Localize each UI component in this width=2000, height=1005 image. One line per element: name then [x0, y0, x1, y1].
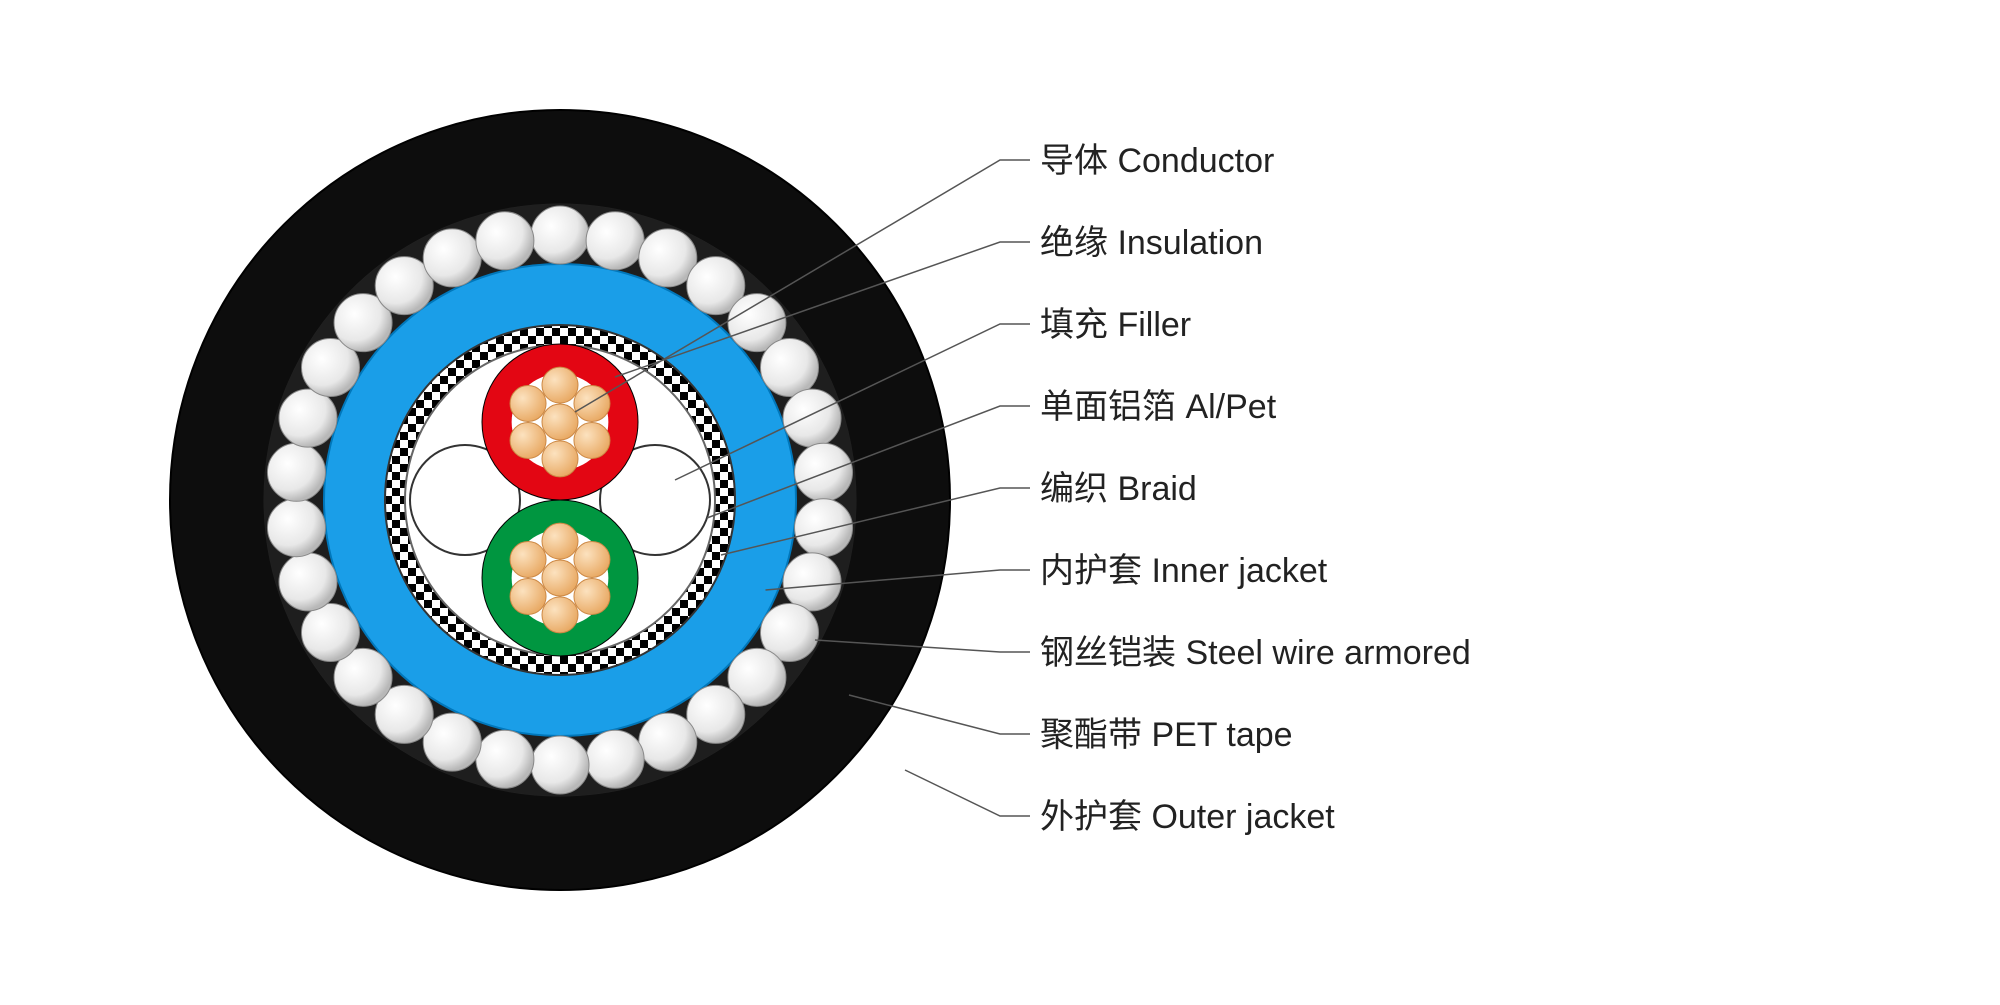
steel-wire: [795, 499, 853, 557]
label-inner_jacket: 内护套 Inner jacket: [1040, 552, 1328, 590]
steel-wire: [279, 389, 337, 447]
conductor-strand: [542, 367, 578, 403]
steel-wire: [302, 604, 360, 662]
conductor-strand: [574, 386, 610, 422]
label-braid: 编织 Braid: [1040, 470, 1197, 508]
steel-wire: [795, 443, 853, 501]
steel-wire: [586, 212, 644, 270]
steel-wire: [760, 339, 818, 397]
steel-wire: [476, 212, 534, 270]
conductor-strand: [542, 560, 578, 596]
label-steel_armor: 钢丝铠装 Steel wire armored: [1040, 634, 1471, 672]
conductor-strand: [510, 422, 546, 458]
steel-wire: [586, 730, 644, 788]
conductor-strand: [542, 597, 578, 633]
steel-wire: [267, 499, 325, 557]
label-conductor: 导体 Conductor: [1040, 142, 1274, 180]
conductor-strand: [574, 542, 610, 578]
steel-wire: [279, 553, 337, 611]
steel-wire: [783, 389, 841, 447]
conductor-strand: [510, 578, 546, 614]
steel-wire: [267, 443, 325, 501]
conductor-strand: [542, 441, 578, 477]
conductor-strand: [574, 578, 610, 614]
steel-wire: [423, 229, 481, 287]
steel-wire: [531, 736, 589, 794]
diagram-container: 导体 Conductor 绝缘 Insulation 填充 Filler 单面铝箔 A…: [0, 0, 2000, 1000]
steel-wire: [476, 730, 534, 788]
label-pet_tape: 聚酯带 PET tape: [1040, 716, 1293, 754]
cable-cross-section-svg: 导体 Conductor 绝缘 Insulation 填充 Filler 单面铝箔 A…: [0, 0, 2000, 1000]
label-insulation: 绝缘 Insulation: [1040, 224, 1263, 262]
conductor-strand: [542, 523, 578, 559]
conductor-strand: [510, 542, 546, 578]
cable-group: [170, 110, 950, 890]
conductor-strand: [510, 386, 546, 422]
label-al_pet: 单面铝箔 Al/Pet: [1040, 388, 1277, 426]
conductor-strand: [574, 422, 610, 458]
leader-line: [905, 770, 1030, 816]
steel-wire: [639, 713, 697, 771]
steel-wire: [531, 206, 589, 264]
label-outer_jacket: 外护套 Outer jacket: [1040, 798, 1335, 836]
label-filler: 填充 Filler: [1040, 306, 1191, 344]
steel-wire: [783, 553, 841, 611]
conductor-strand: [542, 404, 578, 440]
